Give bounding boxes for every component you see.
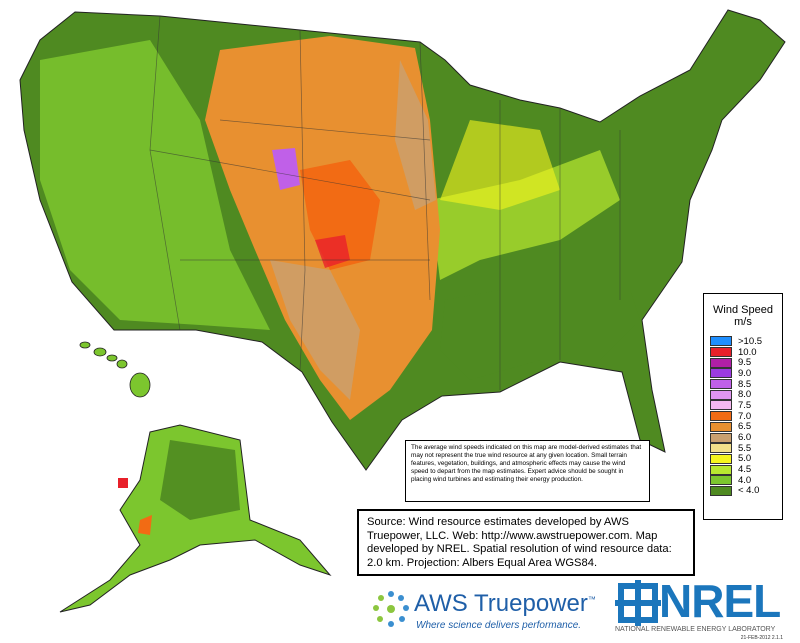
legend-item: 9.0	[704, 368, 782, 379]
legend-label: < 4.0	[738, 485, 760, 497]
state-border	[419, 41, 431, 301]
legend-swatch	[710, 411, 732, 422]
nrel-icon	[615, 580, 661, 626]
legend-label: 7.0	[738, 410, 752, 422]
legend-swatch	[710, 336, 732, 347]
legend-label: 5.5	[738, 442, 752, 454]
wind-zone	[395, 60, 436, 210]
legend-swatch	[710, 432, 732, 443]
legend-item: 8.5	[704, 379, 782, 390]
legend-label: 7.5	[738, 399, 752, 411]
hawaii-island	[79, 341, 91, 349]
legend-label: 4.0	[738, 474, 752, 486]
wind-zone	[272, 148, 300, 190]
aws-logo: AWS Truepower™ Where science delivers pe…	[366, 586, 616, 636]
hawaii-island	[106, 354, 118, 362]
legend-swatch	[710, 475, 732, 486]
disclaimer: The average wind speeds indicated on thi…	[405, 440, 650, 502]
wind-zone	[160, 440, 240, 520]
wind-zone	[40, 40, 270, 330]
nrel-full-name: NATIONAL RENEWABLE ENERGY LABORATORY	[615, 626, 776, 633]
legend-item: < 4.0	[704, 485, 782, 497]
legend-label: 6.0	[738, 432, 752, 444]
hawaii-island	[116, 359, 128, 369]
legend-swatch	[710, 443, 732, 454]
legend-item: 10.0	[704, 347, 782, 358]
legend-item: 4.5	[704, 464, 782, 475]
legend-item: 4.0	[704, 475, 782, 486]
wind-zone	[440, 290, 640, 380]
aws-icon	[373, 591, 409, 627]
hawaii-island	[93, 347, 107, 357]
wind-zone	[430, 150, 620, 280]
legend-item: 6.5	[704, 421, 782, 433]
legend-label: 9.5	[738, 357, 752, 369]
legend-items: >10.5 10.0 9.5 9.0 8.5 8.0 7.5 7.0 6.5 6.0 5.5 5.0 4…	[704, 336, 782, 496]
wind-zone	[270, 260, 360, 400]
wind-zone	[138, 515, 152, 535]
legend-label: 6.5	[738, 421, 752, 433]
legend-item: 9.5	[704, 357, 782, 368]
date-stamp: 21-FEB-2012 2.1.1	[740, 635, 783, 641]
legend-label: 8.5	[738, 378, 752, 390]
legend-item: >10.5	[704, 336, 782, 347]
legend-swatch	[710, 347, 732, 358]
legend-swatch	[710, 400, 732, 411]
legend-title: Wind Speed	[713, 304, 773, 316]
legend-swatch	[710, 421, 732, 432]
legend-label: 4.5	[738, 464, 752, 476]
legend-swatch	[710, 453, 732, 464]
legend-swatch	[710, 464, 732, 475]
legend-swatch	[710, 357, 732, 368]
legend-item: 8.0	[704, 389, 782, 400]
state-border	[149, 149, 431, 201]
legend-item: 7.0	[704, 411, 782, 422]
legend-item: 5.0	[704, 453, 782, 465]
legend-unit: m/s	[734, 316, 752, 328]
state-border	[299, 29, 306, 371]
legend-label: 5.0	[738, 453, 752, 465]
legend-label: 10.0	[738, 346, 757, 358]
state-border	[219, 119, 431, 141]
legend-swatch	[710, 379, 732, 390]
source-note: Source: Wind resource estimates develope…	[357, 509, 695, 576]
legend-item: 7.5	[704, 400, 782, 411]
legend: Wind Speed m/s >10.5 10.0 9.5 9.0 8.5 8.0 7.5 7…	[703, 293, 783, 520]
legend-item: 6.0	[704, 432, 782, 443]
legend-swatch	[710, 368, 732, 379]
legend-item: 5.5	[704, 443, 782, 454]
legend-swatch	[710, 485, 732, 496]
nrel-name: NREL	[659, 575, 781, 627]
hawaii-island	[129, 372, 151, 398]
legend-label: >10.5	[738, 335, 763, 347]
legend-swatch	[710, 389, 732, 400]
aws-tagline: Where science delivers performance.	[416, 620, 582, 631]
nrel-logo: NREL NATIONAL RENEWABLE ENERGY LABORATOR…	[615, 575, 795, 641]
legend-label: 9.0	[738, 367, 752, 379]
wind-zone	[118, 478, 128, 488]
aws-name: AWS Truepower	[414, 590, 588, 617]
aws-tm: ™	[587, 595, 596, 604]
legend-label: 8.0	[738, 389, 752, 401]
